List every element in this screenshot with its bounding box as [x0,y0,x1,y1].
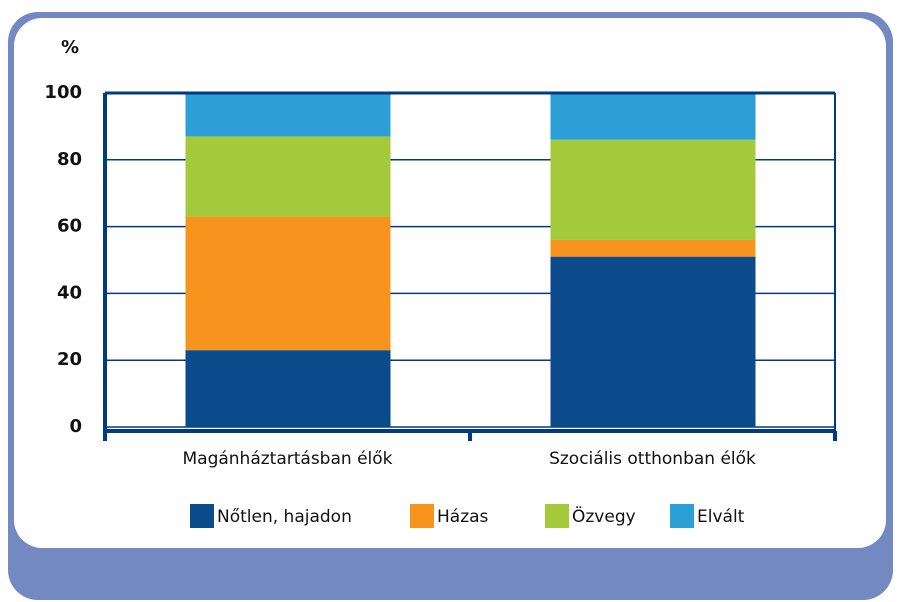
x-tick-label: Szociális otthonban élők [549,449,756,469]
y-tick-label: 60 [57,216,82,237]
bar-segment [185,136,391,217]
bar-segment [550,256,756,427]
legend-swatch [410,504,434,528]
x-tick-label: Magánháztartásban élők [182,449,392,469]
y-tick-label: 40 [57,282,82,303]
legend-swatch [545,504,569,528]
legend-label: Házas [437,507,489,527]
bar-segment [550,139,756,240]
legend-label: Elvált [697,507,745,527]
bar-segment [185,93,391,137]
legend-label: Nőtlen, hajadon [217,507,352,527]
bar-segment [550,239,756,257]
legend-label: Özvegy [572,505,636,527]
y-tick-label: 20 [57,349,82,370]
legend-swatch [670,504,694,528]
bar-segment [185,216,391,351]
y-tick-label: 80 [57,149,82,170]
bar-segment [550,93,756,140]
y-axis-label: % [61,37,79,58]
legend-swatch [190,504,214,528]
bar-segment [185,350,391,427]
y-tick-label: 100 [44,82,82,103]
y-tick-label: 0 [69,416,82,437]
